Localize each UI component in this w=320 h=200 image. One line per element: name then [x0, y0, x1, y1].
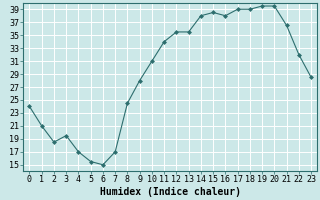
X-axis label: Humidex (Indice chaleur): Humidex (Indice chaleur): [100, 187, 241, 197]
